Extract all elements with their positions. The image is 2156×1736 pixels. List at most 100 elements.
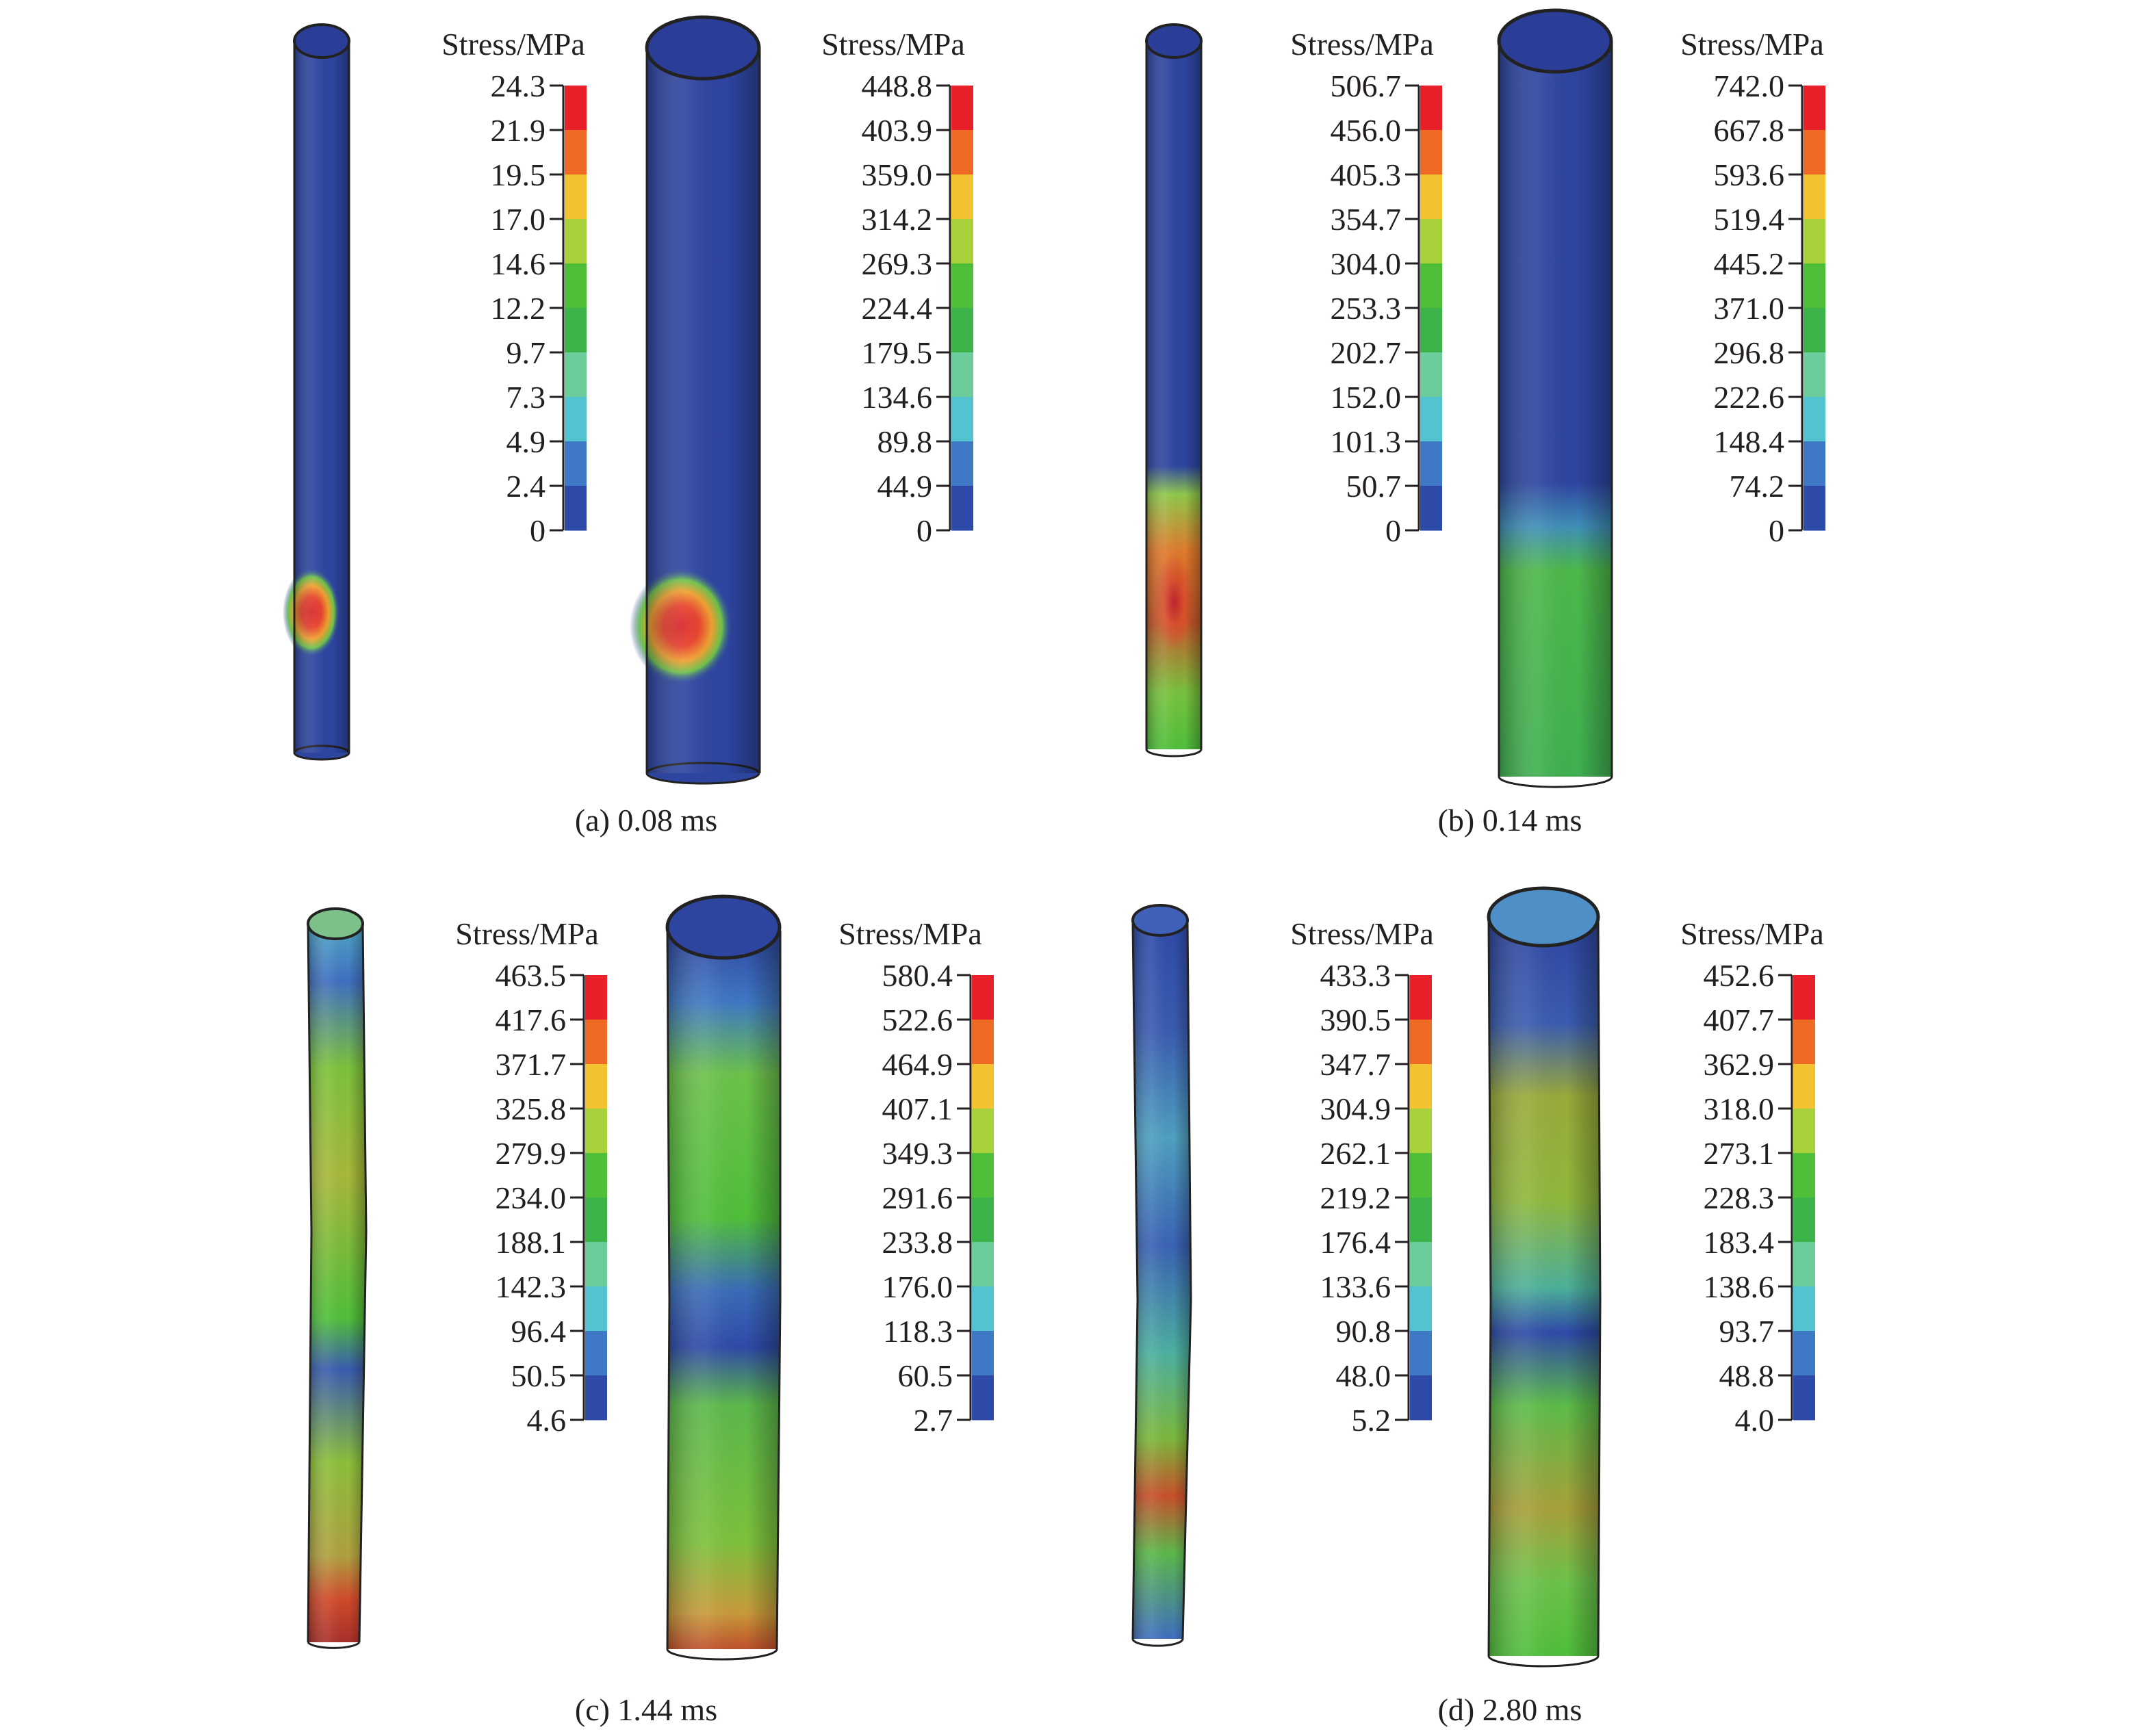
scale-color-band bbox=[951, 219, 973, 264]
scale-tick-label: 253.3 bbox=[1331, 291, 1402, 326]
scale-tick-label: 44.9 bbox=[877, 469, 933, 504]
scale-tick-label: 296.8 bbox=[1714, 335, 1785, 370]
scale-color-band bbox=[972, 1020, 994, 1065]
color-scale-6: Stress/MPa 580.4 522.6 464.9 407.1 349.3 291.6… bbox=[838, 916, 994, 1438]
scale-color-band bbox=[1804, 308, 1825, 353]
scale-tick-label: 2.4 bbox=[506, 469, 546, 504]
scale-color-band bbox=[951, 86, 973, 131]
scale-tick-label: 0 bbox=[1385, 513, 1401, 548]
panel-a-tube-large bbox=[630, 15, 761, 785]
scale-color-band bbox=[585, 1064, 607, 1109]
scale-tick-label: 12.2 bbox=[491, 291, 546, 326]
color-scales: Stress/MPa 24.3 21.9 19.5 17.0 14.6 12.2 9.7 7.3… bbox=[441, 27, 1825, 1438]
scale-tick-label: 179.5 bbox=[862, 335, 933, 370]
scale-tick-label: 133.6 bbox=[1320, 1269, 1391, 1304]
scale-color-band bbox=[951, 174, 973, 220]
scale-color-band bbox=[951, 308, 973, 353]
scale-color-band bbox=[585, 975, 607, 1020]
scale-color-band bbox=[565, 441, 587, 487]
scale-color-band bbox=[565, 352, 587, 398]
scale-color-band bbox=[1410, 975, 1432, 1020]
scale-tick-label: 580.4 bbox=[882, 958, 953, 993]
scale-color-band bbox=[972, 1286, 994, 1332]
scale-tick-label: 9.7 bbox=[506, 335, 546, 370]
scale-title: Stress/MPa bbox=[1290, 27, 1434, 62]
scale-tick-label: 233.8 bbox=[882, 1225, 953, 1260]
scale-color-band bbox=[585, 1197, 607, 1243]
scale-tick-label: 403.9 bbox=[862, 113, 933, 148]
scale-color-band bbox=[951, 441, 973, 487]
panel-d-tube-large bbox=[1487, 886, 1602, 1668]
panel-c-tube-large bbox=[665, 894, 782, 1661]
color-scale-5: Stress/MPa 463.5 417.6 371.7 325.8 279.9 234.0… bbox=[455, 916, 607, 1438]
scale-tick-label: 138.6 bbox=[1704, 1269, 1775, 1304]
scale-color-band bbox=[1420, 486, 1442, 531]
scale-tick-label: 21.9 bbox=[491, 113, 546, 148]
scale-tick-label: 17.0 bbox=[491, 202, 546, 237]
scale-tick-label: 142.3 bbox=[496, 1269, 567, 1304]
scale-tick-label: 742.0 bbox=[1714, 68, 1785, 103]
scale-color-band bbox=[951, 263, 973, 309]
scale-tick-label: 176.0 bbox=[882, 1269, 953, 1304]
scale-color-band bbox=[565, 130, 587, 175]
scale-tick-label: 60.5 bbox=[898, 1358, 953, 1393]
scale-color-band bbox=[1420, 352, 1442, 398]
scale-tick-label: 134.6 bbox=[862, 380, 933, 415]
scale-tick-label: 14.6 bbox=[491, 246, 546, 281]
scale-tick-label: 5.2 bbox=[1352, 1403, 1391, 1438]
scale-tick-label: 48.0 bbox=[1336, 1358, 1391, 1393]
scale-color-band bbox=[972, 1242, 994, 1287]
scale-tick-label: 183.4 bbox=[1704, 1225, 1775, 1260]
panel-d-tubes bbox=[1131, 886, 1602, 1668]
scale-tick-label: 407.7 bbox=[1704, 1002, 1775, 1037]
scale-color-band bbox=[565, 174, 587, 220]
scale-tick-label: 50.7 bbox=[1346, 469, 1402, 504]
scale-color-band bbox=[951, 130, 973, 175]
caption-a: (a) 0.08 ms bbox=[574, 803, 718, 838]
scale-color-band bbox=[1793, 1020, 1815, 1065]
panel-b-tube-small bbox=[1145, 23, 1203, 757]
scale-tick-label: 390.5 bbox=[1320, 1002, 1391, 1037]
scale-color-band bbox=[972, 1109, 994, 1154]
caption-b: (b) 0.14 ms bbox=[1437, 803, 1582, 838]
scale-tick-label: 304.0 bbox=[1331, 246, 1402, 281]
scale-color-band bbox=[585, 1109, 607, 1154]
scale-color-band bbox=[951, 397, 973, 442]
scale-color-band bbox=[565, 86, 587, 131]
scale-tick-label: 371.7 bbox=[496, 1047, 567, 1082]
scale-tick-label: 118.3 bbox=[883, 1314, 953, 1349]
scale-tick-label: 273.1 bbox=[1704, 1136, 1775, 1171]
scale-color-band bbox=[1410, 1375, 1432, 1421]
panel-d-tube-small bbox=[1131, 904, 1192, 1647]
scale-color-band bbox=[972, 1331, 994, 1376]
scale-color-band bbox=[1804, 86, 1825, 131]
scale-color-band bbox=[1410, 1109, 1432, 1154]
scale-color-band bbox=[585, 1286, 607, 1332]
scale-color-band bbox=[585, 1153, 607, 1198]
scale-tick-label: 325.8 bbox=[496, 1091, 567, 1126]
scale-color-band bbox=[1420, 174, 1442, 220]
scale-color-band bbox=[565, 397, 587, 442]
scale-tick-label: 4.0 bbox=[1735, 1403, 1775, 1438]
scale-tick-label: 0 bbox=[916, 513, 932, 548]
panel-c-tube-small bbox=[307, 907, 368, 1649]
scale-color-band bbox=[1804, 130, 1825, 175]
color-scale-8: Stress/MPa 452.6 407.7 362.9 318.0 273.1 228.3… bbox=[1680, 916, 1824, 1438]
color-scale-3: Stress/MPa 506.7 456.0 405.3 354.7 304.0 253.3… bbox=[1290, 27, 1442, 548]
scale-tick-label: 19.5 bbox=[491, 157, 546, 192]
scale-title: Stress/MPa bbox=[1680, 916, 1824, 951]
scale-color-band bbox=[585, 1020, 607, 1065]
scale-title: Stress/MPa bbox=[1680, 27, 1824, 62]
scale-tick-label: 0 bbox=[530, 513, 546, 548]
scale-color-band bbox=[1804, 441, 1825, 487]
panel-b-tube-large bbox=[1497, 8, 1613, 788]
scale-tick-label: 349.3 bbox=[882, 1136, 953, 1171]
scale-tick-label: 90.8 bbox=[1336, 1314, 1391, 1349]
scale-tick-label: 74.2 bbox=[1730, 469, 1785, 504]
scale-color-band bbox=[1420, 263, 1442, 309]
scale-color-band bbox=[1410, 1064, 1432, 1109]
scale-color-band bbox=[1804, 219, 1825, 264]
scale-tick-label: 522.6 bbox=[882, 1002, 953, 1037]
scale-tick-label: 519.4 bbox=[1714, 202, 1785, 237]
